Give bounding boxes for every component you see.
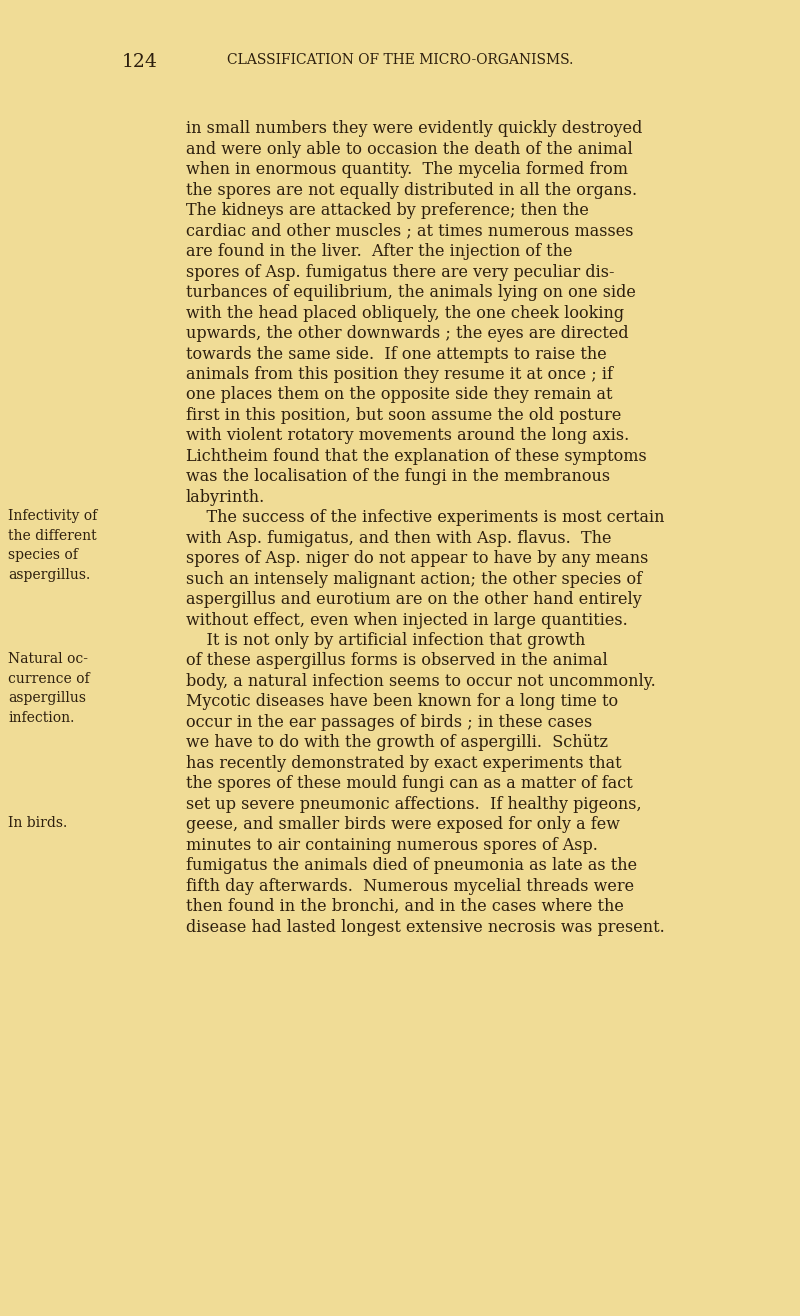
Text: are found in the liver.  After the injection of the: are found in the liver. After the inject… bbox=[186, 243, 572, 261]
Text: Natural oc-
currence of
aspergillus
infection.: Natural oc- currence of aspergillus infe… bbox=[8, 653, 90, 725]
Text: Mycotic diseases have been known for a long time to: Mycotic diseases have been known for a l… bbox=[186, 694, 618, 711]
Text: In birds.: In birds. bbox=[8, 816, 67, 830]
Text: in small numbers they were evidently quickly destroyed: in small numbers they were evidently qui… bbox=[186, 121, 642, 137]
Text: Infectivity of
the different
species of
aspergillus.: Infectivity of the different species of … bbox=[8, 509, 98, 582]
Text: geese, and smaller birds were exposed for only a few: geese, and smaller birds were exposed fo… bbox=[186, 816, 620, 833]
Text: set up severe pneumonic affections.  If healthy pigeons,: set up severe pneumonic affections. If h… bbox=[186, 796, 642, 813]
Text: labyrinth.: labyrinth. bbox=[186, 488, 265, 505]
Text: fifth day afterwards.  Numerous mycelial threads were: fifth day afterwards. Numerous mycelial … bbox=[186, 878, 634, 895]
Text: fumigatus the animals died of pneumonia as late as the: fumigatus the animals died of pneumonia … bbox=[186, 857, 637, 874]
Text: upwards, the other downwards ; the eyes are directed: upwards, the other downwards ; the eyes … bbox=[186, 325, 628, 342]
Text: spores of Asp. fumigatus there are very peculiar dis-: spores of Asp. fumigatus there are very … bbox=[186, 263, 614, 280]
Text: has recently demonstrated by exact experiments that: has recently demonstrated by exact exper… bbox=[186, 755, 622, 771]
Text: aspergillus and eurotium are on the other hand entirely: aspergillus and eurotium are on the othe… bbox=[186, 591, 642, 608]
Text: was the localisation of the fungi in the membranous: was the localisation of the fungi in the… bbox=[186, 468, 610, 486]
Text: then found in the bronchi, and in the cases where the: then found in the bronchi, and in the ca… bbox=[186, 898, 623, 915]
Text: such an intensely malignant action; the other species of: such an intensely malignant action; the … bbox=[186, 571, 642, 588]
Text: the spores of these mould fungi can as a matter of fact: the spores of these mould fungi can as a… bbox=[186, 775, 632, 792]
Text: The success of the infective experiments is most certain: The success of the infective experiments… bbox=[186, 509, 664, 526]
Text: Lichtheim found that the explanation of these symptoms: Lichtheim found that the explanation of … bbox=[186, 447, 646, 465]
Text: The kidneys are attacked by preference; then the: The kidneys are attacked by preference; … bbox=[186, 203, 589, 220]
Text: of these aspergillus forms is observed in the animal: of these aspergillus forms is observed i… bbox=[186, 653, 607, 670]
Text: towards the same side.  If one attempts to raise the: towards the same side. If one attempts t… bbox=[186, 346, 606, 362]
Text: turbances of equilibrium, the animals lying on one side: turbances of equilibrium, the animals ly… bbox=[186, 284, 635, 301]
Text: with the head placed obliquely, the one cheek looking: with the head placed obliquely, the one … bbox=[186, 304, 624, 321]
Text: body, a natural infection seems to occur not uncommonly.: body, a natural infection seems to occur… bbox=[186, 672, 655, 690]
Text: with Asp. fumigatus, and then with Asp. flavus.  The: with Asp. fumigatus, and then with Asp. … bbox=[186, 530, 611, 546]
Text: minutes to air containing numerous spores of Asp.: minutes to air containing numerous spore… bbox=[186, 837, 598, 854]
Text: we have to do with the growth of aspergilli.  Schütz: we have to do with the growth of aspergi… bbox=[186, 734, 608, 751]
Text: without effect, even when injected in large quantities.: without effect, even when injected in la… bbox=[186, 612, 627, 629]
Text: with violent rotatory movements around the long axis.: with violent rotatory movements around t… bbox=[186, 428, 629, 445]
Text: occur in the ear passages of birds ; in these cases: occur in the ear passages of birds ; in … bbox=[186, 713, 592, 730]
Text: cardiac and other muscles ; at times numerous masses: cardiac and other muscles ; at times num… bbox=[186, 222, 633, 240]
Text: when in enormous quantity.  The mycelia formed from: when in enormous quantity. The mycelia f… bbox=[186, 162, 628, 179]
Text: one places them on the opposite side they remain at: one places them on the opposite side the… bbox=[186, 387, 612, 404]
Text: CLASSIFICATION OF THE MICRO-ORGANISMS.: CLASSIFICATION OF THE MICRO-ORGANISMS. bbox=[227, 53, 573, 67]
Text: It is not only by artificial infection that growth: It is not only by artificial infection t… bbox=[186, 632, 585, 649]
Text: first in this position, but soon assume the old posture: first in this position, but soon assume … bbox=[186, 407, 621, 424]
Text: and were only able to occasion the death of the animal: and were only able to occasion the death… bbox=[186, 141, 632, 158]
Text: disease had lasted longest extensive necrosis was present.: disease had lasted longest extensive nec… bbox=[186, 919, 664, 936]
Text: animals from this position they resume it at once ; if: animals from this position they resume i… bbox=[186, 366, 613, 383]
Text: spores of Asp. niger do not appear to have by any means: spores of Asp. niger do not appear to ha… bbox=[186, 550, 648, 567]
Text: 124: 124 bbox=[122, 53, 158, 71]
Text: the spores are not equally distributed in all the organs.: the spores are not equally distributed i… bbox=[186, 182, 637, 199]
